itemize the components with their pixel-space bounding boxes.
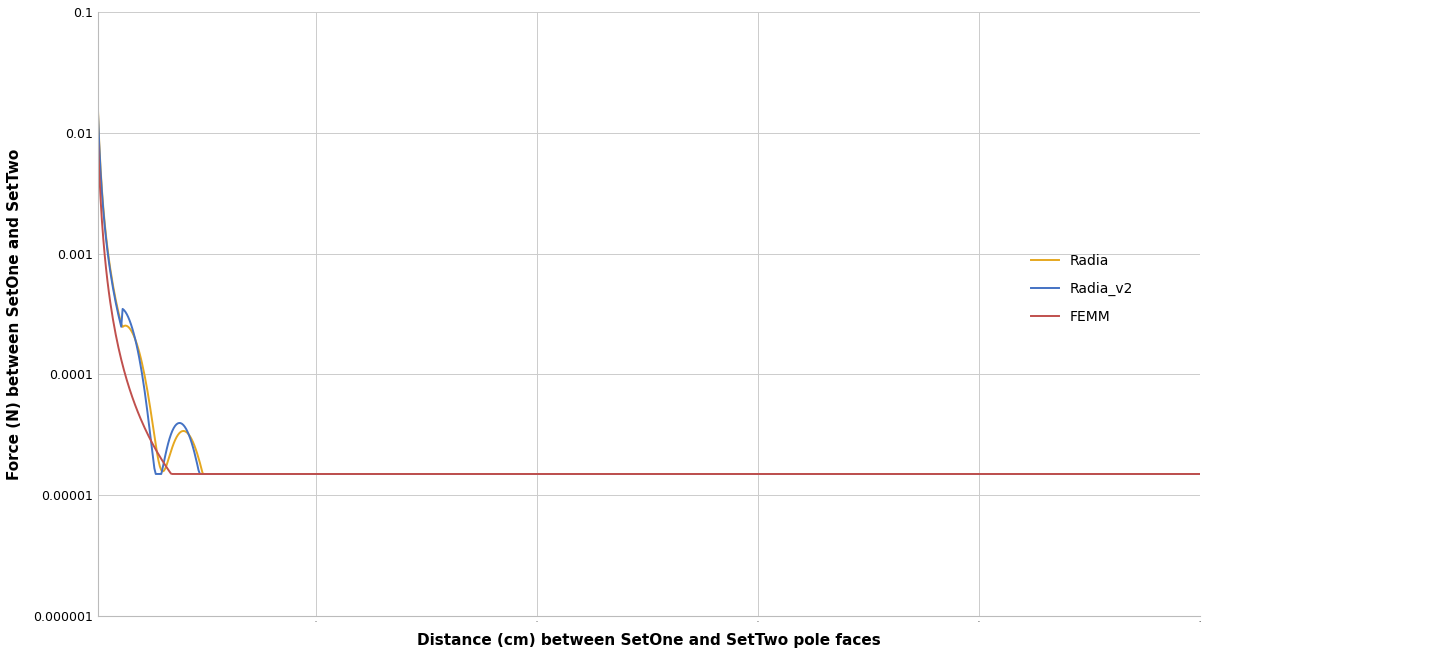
Radia_v2 [792, 470, 810, 478]
FEMM [730, 470, 748, 478]
Radia_v2 [158, 445, 175, 453]
Radia_v2 [1192, 470, 1209, 478]
FEMM [1192, 470, 1209, 478]
Y-axis label: Force (N) between SetOne and SetTwo: Force (N) between SetOne and SetTwo [7, 149, 22, 479]
FEMM [792, 470, 810, 478]
Radia_v2 [730, 470, 748, 478]
Radia [730, 470, 748, 478]
Legend: Radia, Radia_v2, FEMM: Radia, Radia_v2, FEMM [1025, 248, 1138, 329]
Radia [90, 101, 107, 109]
FEMM [156, 462, 174, 470]
Line: FEMM: FEMM [98, 133, 1200, 474]
Radia_v2 [1040, 470, 1057, 478]
Line: Radia: Radia [98, 105, 1200, 474]
Radia [792, 470, 810, 478]
Radia_v2 [147, 470, 165, 478]
Radia [1040, 470, 1057, 478]
Radia [759, 470, 777, 478]
Radia [1192, 470, 1209, 478]
Radia_v2 [759, 470, 777, 478]
FEMM [927, 470, 944, 478]
FEMM [90, 129, 107, 137]
Line: Radia_v2: Radia_v2 [98, 107, 1200, 474]
FEMM [759, 470, 777, 478]
Radia_v2 [927, 470, 944, 478]
Radia [156, 464, 174, 472]
FEMM [163, 470, 181, 478]
X-axis label: Distance (cm) between SetOne and SetTwo pole faces: Distance (cm) between SetOne and SetTwo … [416, 633, 881, 648]
Radia [927, 470, 944, 478]
Radia_v2 [90, 103, 107, 111]
FEMM [1040, 470, 1057, 478]
Radia [195, 470, 213, 478]
